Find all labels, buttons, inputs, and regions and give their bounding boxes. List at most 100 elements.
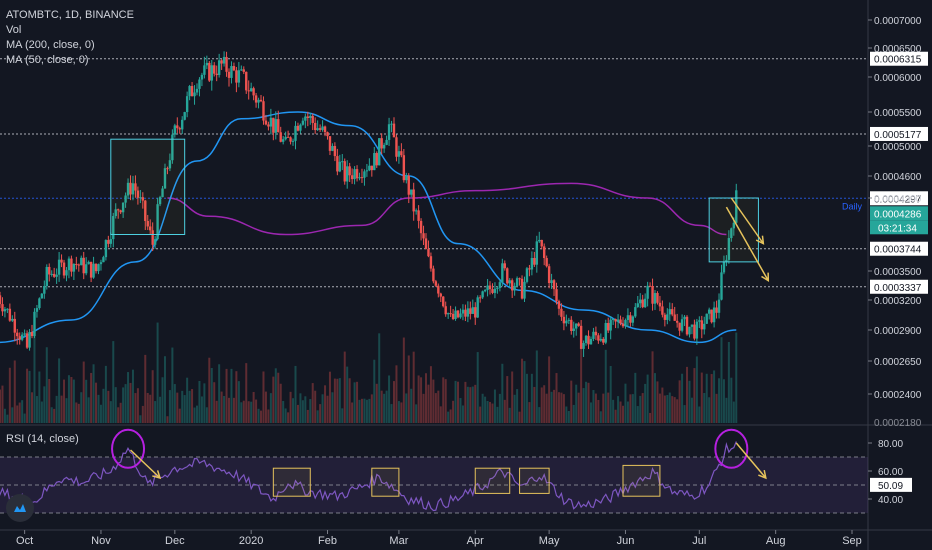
volume-bar	[730, 377, 733, 423]
volume-bar	[570, 380, 573, 423]
candle-body	[730, 228, 733, 239]
volume-bar	[289, 391, 292, 423]
tradingview-logo-icon[interactable]	[6, 494, 34, 522]
volume-bar	[585, 381, 588, 423]
candle-body	[461, 309, 465, 314]
volume-bar	[159, 396, 162, 423]
candle-body	[220, 60, 223, 64]
candle-body	[434, 281, 438, 286]
candle-body	[675, 320, 679, 323]
candle-body	[84, 264, 88, 274]
time-tick-label: Aug	[766, 535, 786, 547]
volume-bar	[333, 378, 336, 423]
volume-bar	[656, 381, 659, 423]
candle-body	[306, 116, 310, 118]
candle-body	[523, 281, 526, 299]
price-levels	[0, 58, 868, 288]
volume-bar	[193, 407, 196, 423]
candle-body	[395, 137, 398, 157]
candle-body	[116, 209, 120, 211]
volume-bar	[587, 382, 590, 423]
rsi-panel	[0, 428, 868, 514]
volume-bar	[720, 337, 723, 423]
candle-body	[646, 285, 649, 299]
volume-bar	[154, 401, 157, 423]
candle-body	[459, 313, 462, 318]
volume-bar	[28, 370, 31, 423]
volume-bar	[521, 358, 524, 423]
time-tick-label: Dec	[165, 535, 185, 547]
highlight-box	[708, 197, 759, 263]
volume-bar	[328, 371, 331, 423]
candle-body	[94, 263, 98, 272]
candle-body	[592, 331, 595, 339]
volume-bar	[144, 354, 147, 423]
volume-bar	[501, 363, 504, 423]
volume-bar	[237, 381, 240, 423]
volume-bar	[319, 404, 322, 423]
time-tick-label: Apr	[467, 535, 484, 547]
volume-bar	[612, 399, 615, 423]
volume-bar	[407, 355, 410, 423]
volume-bar	[668, 392, 671, 423]
candle-body	[205, 62, 209, 66]
volume-bar	[395, 365, 398, 423]
candle-body	[289, 137, 292, 142]
volume-bar	[538, 407, 541, 423]
candle-body	[417, 210, 420, 221]
candle-body	[294, 125, 297, 141]
volume-bar	[365, 399, 368, 423]
volume-bar	[678, 380, 681, 423]
candle-body	[621, 323, 625, 327]
candle-body	[215, 73, 218, 76]
volume-bar	[245, 363, 248, 423]
candle-body	[380, 138, 383, 149]
candle-body	[274, 119, 277, 133]
volume-bar	[439, 406, 442, 423]
candle-body	[28, 331, 31, 348]
volume-bar	[565, 406, 568, 423]
candle-body	[284, 136, 287, 140]
candle-body	[570, 319, 573, 331]
volume-bar	[580, 339, 583, 423]
candle-body	[397, 151, 401, 157]
volume-bar	[530, 373, 533, 423]
volume-bar	[351, 402, 354, 423]
candle-body	[121, 202, 125, 213]
volume-bar	[385, 390, 388, 423]
volume-bar	[523, 361, 526, 423]
arrow-head	[755, 235, 765, 245]
volume-bar	[417, 375, 420, 423]
candle-body	[703, 323, 706, 330]
volume-bar	[26, 368, 29, 423]
candle-body	[392, 123, 396, 138]
volume-bar	[368, 398, 371, 423]
candle-body	[400, 151, 403, 156]
volume-bar	[466, 386, 469, 423]
candle-body	[89, 261, 93, 278]
volume-bar	[506, 376, 509, 423]
candle-body	[222, 56, 226, 64]
candle-body	[82, 257, 85, 274]
candle-body	[358, 177, 361, 179]
volume-bar	[314, 390, 317, 423]
volume-bar	[496, 406, 499, 423]
candle-body	[483, 289, 487, 292]
volume-bar	[267, 409, 270, 423]
volume-bar	[117, 407, 120, 423]
volume-bar	[252, 391, 255, 423]
volume-bar	[353, 382, 356, 423]
volume-bar	[146, 392, 149, 423]
volume-bar	[112, 341, 115, 423]
rsi-line	[0, 441, 737, 512]
volume-bar	[191, 389, 194, 423]
price-tick-label: 0.0005500	[874, 108, 922, 119]
candle-body	[451, 313, 455, 319]
candle-body	[575, 323, 578, 329]
legend-symbol: ATOMBTC, 1D, BINANCE	[6, 9, 134, 21]
candle-body	[195, 88, 199, 93]
legend-vol: Vol	[6, 24, 22, 36]
volume-bar	[122, 387, 125, 423]
volume-bar	[279, 383, 282, 423]
volume-bar	[698, 406, 701, 423]
